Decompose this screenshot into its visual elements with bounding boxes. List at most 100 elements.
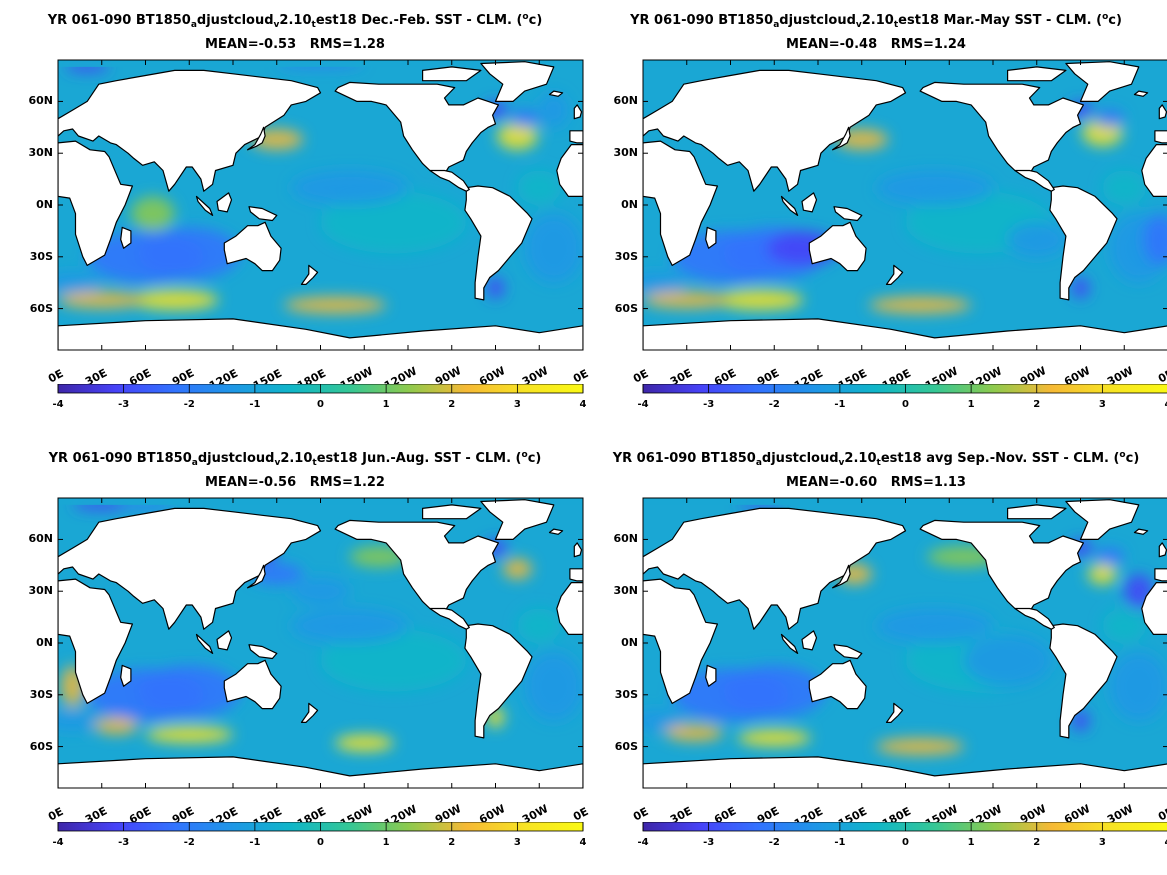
sst-anomaly-region xyxy=(138,227,241,280)
land-madagascar xyxy=(120,226,132,249)
land-central-america xyxy=(429,607,470,630)
land-madagascar xyxy=(120,664,132,687)
land-africa xyxy=(643,140,718,266)
land-japan xyxy=(832,126,851,151)
land-new-guinea xyxy=(833,206,863,222)
sst-anomaly-region xyxy=(1095,110,1125,128)
land-europe-asia xyxy=(643,507,907,630)
sst-anomaly-region xyxy=(284,296,387,314)
land-antarctica xyxy=(643,318,1167,350)
sst-anomaly-region xyxy=(643,291,731,309)
colorbar-tick-label: 1 xyxy=(382,399,390,410)
land-indonesia-borneo xyxy=(216,192,233,213)
sst-anomaly-region xyxy=(517,608,562,643)
sst-anomaly-region xyxy=(130,196,175,231)
rms-value: RMS=1.13 xyxy=(890,475,966,490)
map-panel-jja: YR 061-090 BT1850adjustcloudv2.10test18 … xyxy=(0,438,590,868)
panel-title: YR 061-090 BT1850adjustcloudv2.10test18 … xyxy=(630,12,1122,30)
sst-anomaly-region xyxy=(1071,710,1090,732)
sst-anomaly-region xyxy=(1102,170,1147,205)
colorbar xyxy=(57,384,584,394)
colorbar-tick-label: 2 xyxy=(448,837,456,848)
colorbar-tick-label: -2 xyxy=(768,399,780,410)
sst-anomaly-region xyxy=(664,724,724,742)
rms-value: RMS=1.24 xyxy=(890,37,966,52)
sst-anomaly-region xyxy=(1143,213,1167,266)
sst-anomaly-map xyxy=(57,59,584,351)
land-iceland xyxy=(1133,528,1149,535)
mean-value: MEAN=-0.60 xyxy=(786,475,878,490)
land-madagascar xyxy=(705,226,717,249)
land-antarctica xyxy=(58,756,583,788)
land-south-america xyxy=(464,185,533,301)
colorbar-tick-label: 4 xyxy=(1158,399,1167,410)
land-indonesia-borneo xyxy=(801,630,818,651)
sst-anomaly-region xyxy=(138,665,241,718)
sst-anomaly-region xyxy=(291,170,409,205)
land-japan xyxy=(247,126,266,151)
land-south-america xyxy=(1049,185,1118,301)
sst-anomaly-region xyxy=(291,608,409,643)
colorbar-tick-label: -2 xyxy=(183,399,195,410)
lat-label: 60N xyxy=(613,94,638,108)
lat-label: 30S xyxy=(614,687,638,701)
sst-anomaly-region xyxy=(502,558,532,580)
land-new-zealand xyxy=(300,702,319,723)
land-indonesia-sumatra xyxy=(195,195,214,216)
rms-value: RMS=1.22 xyxy=(309,475,385,490)
land-iberia-west xyxy=(1154,568,1167,582)
land-north-america xyxy=(919,81,1084,175)
colorbar-tick-label: -4 xyxy=(52,399,64,410)
land-layer xyxy=(58,61,583,350)
map-panel-djf: YR 061-090 BT1850adjustcloudv2.10test18 … xyxy=(0,0,590,430)
land-south-america xyxy=(464,623,533,739)
sst-anomaly-region xyxy=(1102,608,1147,643)
land-africa-west xyxy=(556,144,583,197)
colorbar-tick-label: 3 xyxy=(513,399,521,410)
colorbar-tick-label: -1 xyxy=(249,399,261,410)
lat-label: 30N xyxy=(613,146,638,160)
colorbar-gradient xyxy=(642,384,1167,394)
land-iberia-west xyxy=(569,568,583,582)
lat-label: 60S xyxy=(29,301,53,315)
colorbar-tick-label: 0 xyxy=(902,399,909,410)
panel-stats: MEAN=-0.56 RMS=1.22 xyxy=(0,475,590,490)
colorbar xyxy=(642,822,1167,832)
sst-anomaly-region xyxy=(130,289,219,311)
colorbar-tick-label: -2 xyxy=(183,837,195,848)
sst-anomaly-region xyxy=(524,651,583,721)
lat-label: 0N xyxy=(621,198,638,211)
sst-anomaly-region xyxy=(335,734,394,752)
panel-stats: MEAN=-0.53 RMS=1.28 xyxy=(0,37,590,52)
land-australia xyxy=(223,221,282,272)
sst-anomaly-region xyxy=(1095,548,1125,566)
land-japan xyxy=(247,564,266,589)
colorbar-tick-label: -2 xyxy=(768,837,780,848)
sst-anomaly-region xyxy=(320,191,467,254)
land-indonesia-borneo xyxy=(801,192,818,213)
lat-label: 0N xyxy=(36,198,53,211)
colorbar xyxy=(642,384,1167,394)
lat-label: 60N xyxy=(28,94,53,108)
sst-anomaly-map xyxy=(642,59,1167,351)
lat-label: 30S xyxy=(29,249,53,263)
land-antarctica xyxy=(643,756,1167,788)
panel-stats: MEAN=-0.60 RMS=1.13 xyxy=(585,475,1167,490)
lat-label: 30N xyxy=(28,146,53,160)
land-africa xyxy=(58,578,133,704)
land-africa xyxy=(58,140,133,266)
sst-anomaly-region xyxy=(497,122,538,150)
colorbar-tick-label: 1 xyxy=(382,837,390,848)
land-europe-asia xyxy=(643,69,907,192)
land-new-guinea xyxy=(833,644,863,660)
land-new-zealand xyxy=(300,264,319,285)
lat-label: 30S xyxy=(614,249,638,263)
lat-label: 60N xyxy=(613,532,638,546)
colorbar-tick-label: -3 xyxy=(118,399,130,410)
lat-label: 60S xyxy=(29,739,53,753)
sst-anomaly-region xyxy=(58,291,146,309)
sst-anomaly-region xyxy=(58,272,102,294)
colorbar-tick-label: -3 xyxy=(703,399,715,410)
sst-anomaly-map xyxy=(57,497,584,789)
colorbar-tick-label: 4 xyxy=(579,837,587,848)
